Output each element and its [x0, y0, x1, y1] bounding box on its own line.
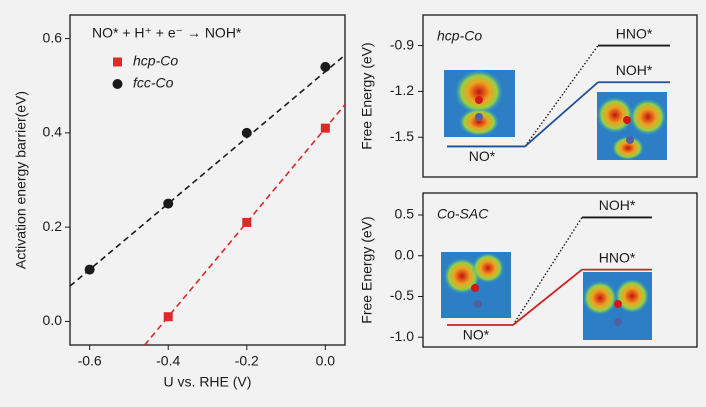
y-tick-label: -1.0 — [390, 328, 414, 344]
insets — [441, 70, 667, 340]
charge-density-image — [583, 272, 652, 340]
y-tick-label: -1.5 — [390, 128, 414, 144]
y-tick-label: 0.0 — [43, 312, 63, 328]
plot-frame — [422, 192, 698, 348]
y-axis-label: Free Energy (eV) — [359, 216, 375, 323]
level-label: HNO* — [599, 249, 636, 265]
legend-marker — [112, 79, 123, 89]
y-tick-label: -1.2 — [390, 82, 414, 98]
marker — [320, 61, 331, 72]
transition-line — [512, 217, 583, 326]
panel-title: hcp-Co — [437, 28, 482, 44]
panel-title: Co-SAC — [437, 206, 489, 222]
y-axis-label: Free Energy (eV) — [359, 42, 375, 149]
plot-frame — [422, 14, 698, 178]
level-label: HNO* — [616, 25, 653, 41]
y-tick-label: -0.5 — [390, 287, 414, 303]
y-tick-label: 0.0 — [395, 246, 415, 262]
transition-line — [512, 268, 583, 326]
y-tick-label: 0.6 — [43, 29, 63, 45]
marker — [242, 217, 252, 227]
transition-line — [524, 81, 599, 148]
marker — [320, 123, 330, 133]
fit-line — [144, 104, 345, 345]
x-axis-label: U vs. RHE (V) — [164, 374, 252, 390]
legend-marker — [113, 57, 122, 67]
x-tick-label: -0.4 — [156, 353, 180, 369]
x-tick-label: -0.6 — [78, 353, 102, 369]
y-tick-label: 0.4 — [43, 124, 63, 140]
marker — [163, 312, 173, 322]
legend-label: fcc-Co — [133, 75, 174, 91]
transition-line — [524, 45, 599, 147]
marker — [163, 198, 174, 209]
plot-frame — [69, 14, 346, 346]
charge-density-image — [444, 70, 515, 137]
x-tick-label: 0.0 — [316, 353, 336, 369]
legend-label: hcp-Co — [133, 53, 178, 69]
level-label: NO* — [463, 327, 490, 343]
marker — [241, 127, 252, 138]
level-label: NOH* — [599, 197, 636, 213]
fit-line — [70, 54, 345, 287]
level-label: NOH* — [616, 62, 653, 78]
y-tick-label: 0.5 — [395, 206, 415, 222]
y-axis-label: Activation energy barrier(eV) — [13, 91, 29, 269]
annotation: NO* + H⁺ + e⁻ → NOH* — [92, 25, 242, 41]
charge-density-image — [597, 92, 667, 160]
y-tick-label: 0.2 — [43, 218, 63, 234]
x-tick-label: -0.2 — [235, 353, 259, 369]
charge-density-image — [441, 252, 511, 318]
y-tick-label: -0.9 — [390, 36, 414, 52]
marker — [84, 264, 95, 275]
level-label: NO* — [469, 148, 496, 164]
